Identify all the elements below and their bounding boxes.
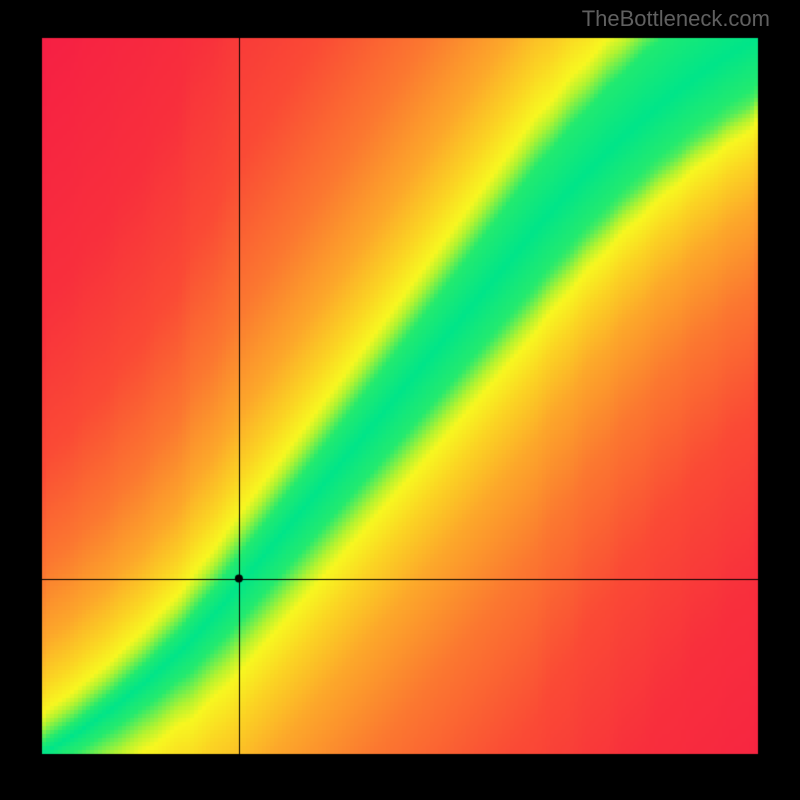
chart-container: TheBottleneck.com	[0, 0, 800, 800]
bottleneck-heatmap	[0, 0, 800, 800]
watermark-text: TheBottleneck.com	[582, 6, 770, 32]
